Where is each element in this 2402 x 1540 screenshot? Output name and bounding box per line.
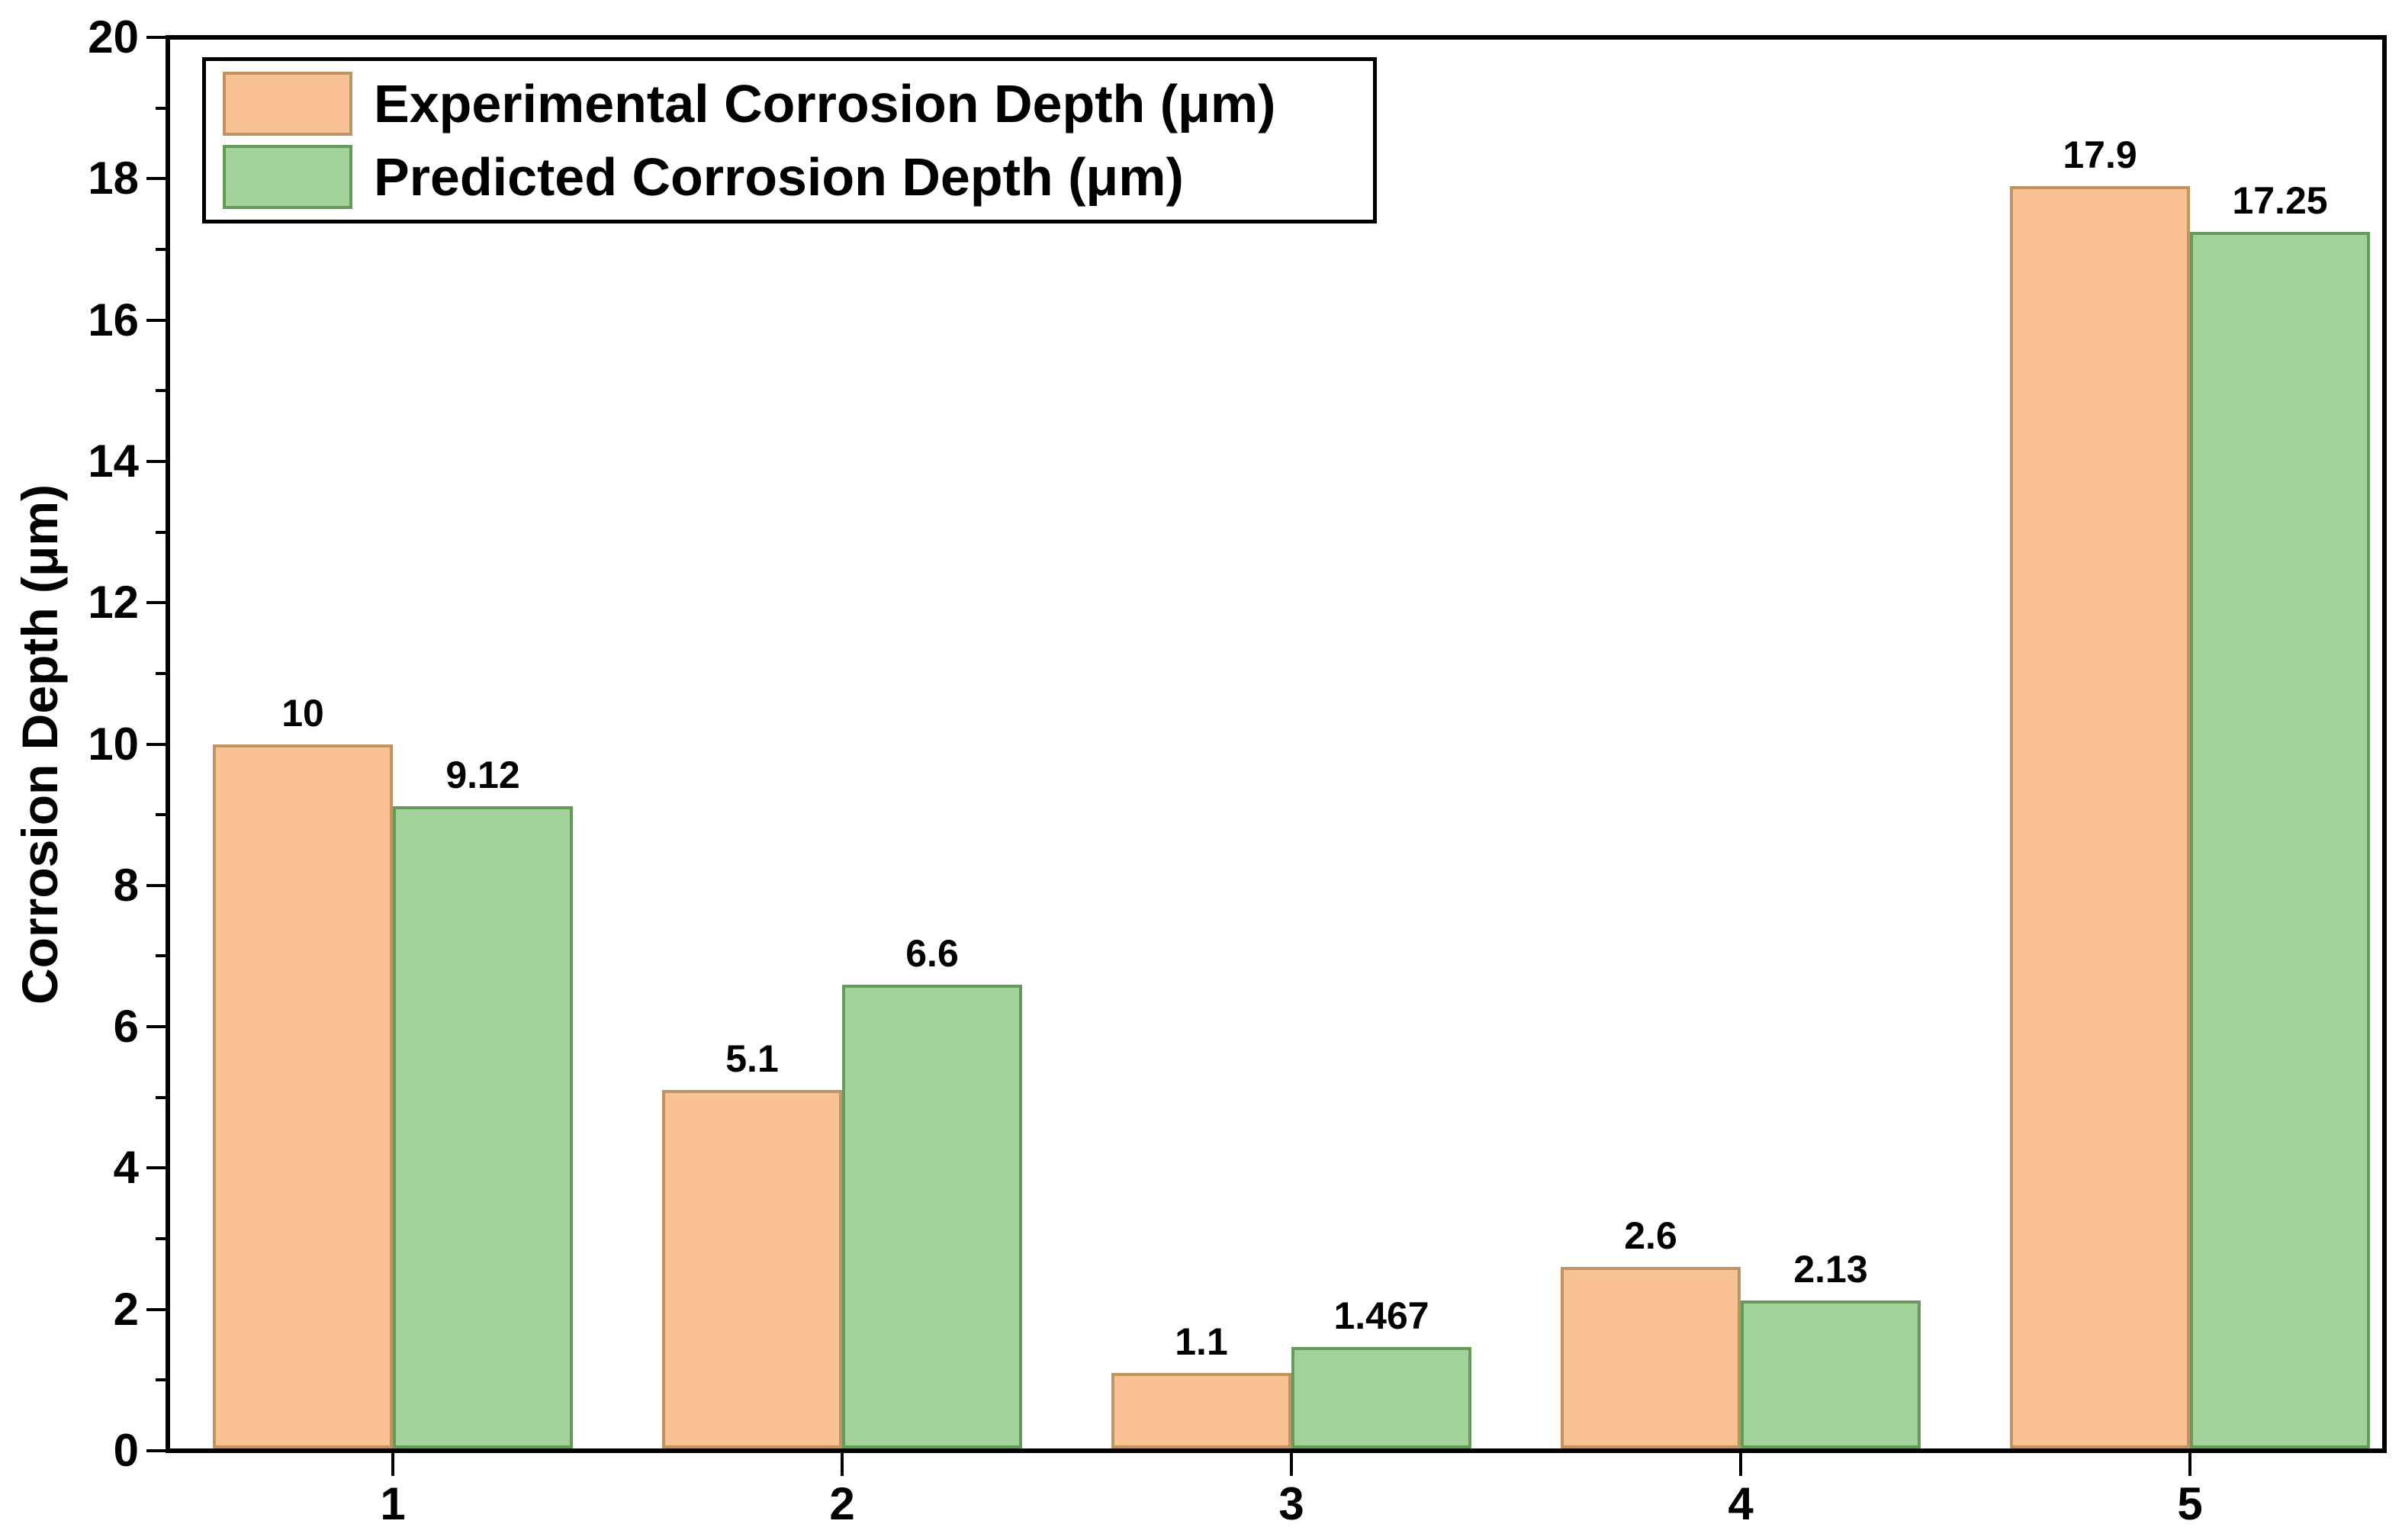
y-axis-tick-label: 16	[88, 294, 139, 346]
bar-value-label: 2.13	[1793, 1247, 1868, 1291]
y-axis-major-tick	[146, 459, 168, 463]
bar-value-label: 10	[281, 691, 324, 735]
y-axis-minor-tick	[156, 389, 168, 393]
x-axis-tick-label: 2	[829, 1478, 855, 1529]
bar-experimental-3	[1111, 1373, 1291, 1448]
bar-value-label: 17.9	[2063, 133, 2137, 176]
y-axis-minor-tick	[156, 954, 168, 958]
legend-entry-experimental: Experimental Corrosion Depth (μm)	[223, 72, 1356, 136]
y-axis-major-tick	[146, 1307, 168, 1311]
y-axis-tick-label: 12	[88, 577, 139, 629]
y-axis-tick-label: 20	[88, 11, 139, 63]
bar-experimental-1	[213, 744, 393, 1448]
legend-swatch-predicted	[223, 145, 352, 209]
bar-predicted-4	[1741, 1300, 1921, 1448]
y-axis-major-tick	[146, 177, 168, 181]
legend-label-experimental: Experimental Corrosion Depth (μm)	[374, 74, 1276, 133]
bar-value-label: 6.6	[905, 931, 959, 975]
bar-value-label: 5.1	[725, 1037, 779, 1081]
bar-predicted-5	[2190, 231, 2370, 1448]
y-axis-major-tick	[146, 1025, 168, 1029]
bar-value-label: 1.467	[1333, 1294, 1429, 1338]
bar-experimental-5	[2010, 185, 2190, 1448]
y-axis-major-tick	[146, 1166, 168, 1170]
x-axis-tick	[391, 1453, 394, 1476]
bar-predicted-1	[393, 806, 573, 1448]
bar-value-label: 1.1	[1175, 1320, 1228, 1364]
bar-experimental-4	[1561, 1267, 1741, 1448]
legend-swatch-experimental	[223, 72, 352, 136]
y-axis-tick-label: 10	[88, 718, 139, 770]
x-axis-tick	[1290, 1453, 1293, 1476]
y-axis-minor-tick	[156, 1095, 168, 1099]
y-axis-tick-label: 2	[113, 1283, 139, 1335]
bar-predicted-3	[1291, 1347, 1471, 1448]
x-axis-tick	[1739, 1453, 1742, 1476]
legend: Experimental Corrosion Depth (μm) Predic…	[202, 57, 1377, 223]
y-axis-major-tick	[146, 318, 168, 322]
y-axis-minor-tick	[156, 1237, 168, 1241]
y-axis-minor-tick	[156, 813, 168, 817]
y-axis-major-tick	[146, 742, 168, 746]
bar-value-label: 9.12	[445, 754, 520, 797]
y-axis-minor-tick	[156, 106, 168, 110]
x-axis-tick-label: 4	[1728, 1478, 1754, 1529]
x-axis-tick-label: 1	[380, 1478, 406, 1529]
y-axis-tick-label: 4	[113, 1142, 139, 1194]
x-axis-tick	[841, 1453, 844, 1476]
y-axis-minor-tick	[156, 671, 168, 675]
x-axis-tick	[2188, 1453, 2191, 1476]
bar-value-label: 17.25	[2232, 178, 2328, 222]
y-axis-major-tick	[146, 883, 168, 887]
y-axis-tick-label: 6	[113, 1001, 139, 1053]
x-axis-tick-label: 5	[2177, 1478, 2203, 1529]
y-axis-tick-label: 14	[88, 435, 139, 487]
y-axis-major-tick	[146, 1449, 168, 1452]
y-axis-minor-tick	[156, 247, 168, 251]
bar-value-label: 2.6	[1624, 1214, 1677, 1258]
y-axis-minor-tick	[156, 1378, 168, 1382]
y-axis-major-tick	[146, 601, 168, 605]
y-axis-major-tick	[146, 36, 168, 39]
y-axis-tick-label: 8	[113, 859, 139, 911]
legend-entry-predicted: Predicted Corrosion Depth (μm)	[223, 145, 1356, 209]
bar-experimental-2	[662, 1090, 842, 1448]
y-axis-tick-label: 18	[88, 153, 139, 204]
x-axis-tick-label: 3	[1278, 1478, 1304, 1529]
y-axis-minor-tick	[156, 530, 168, 534]
y-axis-tick-label: 0	[113, 1425, 139, 1476]
bar-predicted-2	[842, 984, 1022, 1448]
legend-label-predicted: Predicted Corrosion Depth (μm)	[374, 147, 1184, 207]
